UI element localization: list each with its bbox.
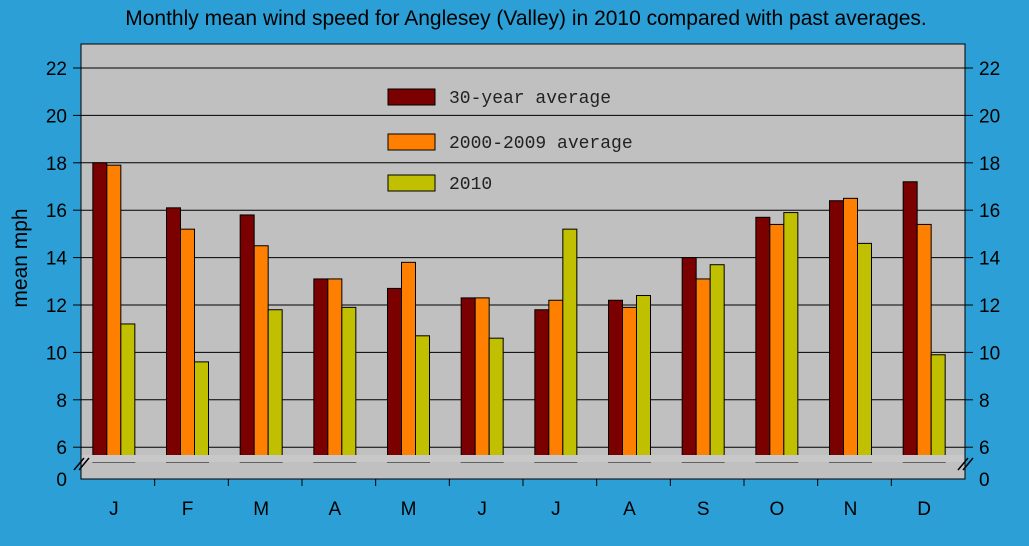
y-tick-label-left: 14 (46, 249, 68, 270)
y-tick-label-right: 20 (979, 106, 1000, 127)
bar (313, 278, 329, 463)
tick-labels: 6 6 8 8 10 10 12 12 14 14 16 16 18 18 20 20 22 22 0 0 J F M A M J… (46, 59, 1001, 520)
x-tick-label: J (477, 499, 487, 520)
legend-swatch (387, 133, 436, 151)
bar (695, 278, 711, 463)
y-tick-label-right: 6 (979, 438, 990, 459)
legend-label: 30-year average (449, 89, 611, 109)
bar (267, 309, 283, 463)
bar (930, 354, 946, 463)
x-tick-label: O (769, 499, 784, 520)
bar (636, 295, 651, 463)
chart-title: Monthly mean wind speed for Anglesey (Va… (125, 7, 927, 30)
bar (829, 200, 844, 463)
y-tick-label-right: 22 (979, 59, 1000, 80)
axis-break-mark-left (73, 457, 90, 471)
y-tick-label-left: 22 (46, 59, 67, 80)
bar (194, 361, 209, 463)
bar (327, 278, 343, 463)
y-tick-label-left: 6 (56, 438, 67, 459)
x-tick-label: A (623, 499, 636, 520)
bar (120, 323, 136, 463)
bar (681, 257, 697, 463)
x-tick-label: D (917, 499, 931, 520)
bar (769, 223, 785, 463)
legend-label: 2000-2009 average (449, 134, 633, 154)
x-tick-label: M (401, 499, 417, 520)
y-tick-label-right: 16 (979, 201, 1000, 222)
bar (709, 264, 725, 463)
bar (916, 223, 932, 463)
y-tick-label-left: 12 (46, 296, 67, 317)
x-tick-label: S (697, 499, 710, 520)
bar (180, 228, 195, 463)
y-tick-label-right: 12 (979, 296, 1000, 317)
bar (253, 245, 269, 463)
y-tick-label-left: 10 (46, 343, 67, 364)
y-tick-label-left: 18 (46, 154, 67, 175)
y-axis-label: mean mph (9, 208, 32, 307)
bar (562, 228, 578, 463)
axis-break-band (81, 455, 965, 462)
bar (92, 162, 108, 463)
bar (415, 335, 430, 463)
bar (401, 261, 416, 463)
bars (92, 162, 946, 463)
bar (902, 181, 918, 463)
axes (73, 43, 974, 486)
bar (106, 164, 122, 463)
bar (387, 287, 402, 463)
plot-area (81, 44, 965, 479)
y-tick-label-left: 20 (46, 106, 67, 127)
legend-swatch (387, 174, 436, 192)
y-tick-label-right: 18 (979, 154, 1000, 175)
bar (783, 212, 799, 463)
x-tick-label: J (551, 499, 561, 520)
axis-break-mark-right (957, 457, 974, 471)
legend: 30-year average 2000-2009 average 2010 (387, 88, 633, 195)
y-tick-label-right: 10 (979, 343, 1000, 364)
bar (548, 299, 564, 463)
y-tick-label-right: 14 (979, 249, 1001, 270)
bar (474, 297, 490, 463)
bar (488, 337, 504, 463)
bar (608, 299, 623, 463)
y-zero-label-left: 0 (56, 470, 67, 491)
y-tick-label-right: 8 (979, 391, 990, 412)
bar (857, 242, 872, 463)
bar (622, 306, 637, 463)
y-tick-label-left: 8 (56, 391, 67, 412)
bar (239, 214, 255, 463)
legend-label: 2010 (449, 175, 492, 195)
legend-swatch (387, 88, 436, 106)
y-zero-label-right: 0 (979, 470, 990, 491)
bar (534, 309, 550, 463)
x-tick-label: M (253, 499, 269, 520)
y-tick-label-left: 16 (46, 201, 67, 222)
bar (166, 207, 181, 463)
x-tick-label: A (328, 499, 341, 520)
bar (341, 306, 357, 463)
grid-lines (81, 67, 965, 448)
bar (843, 197, 858, 463)
x-tick-label: N (844, 499, 858, 520)
bar (755, 216, 771, 463)
x-tick-label: J (109, 499, 119, 520)
x-tick-label: F (182, 499, 194, 520)
bar (460, 297, 476, 463)
